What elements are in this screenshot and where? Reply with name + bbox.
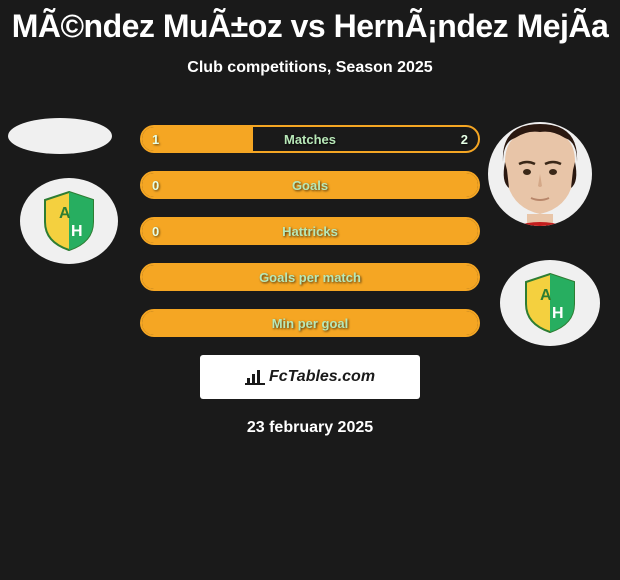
shield-icon: A H xyxy=(522,272,578,334)
shield-icon: A H xyxy=(41,190,97,252)
stat-label: Min per goal xyxy=(142,316,478,331)
club-left-badge: A H xyxy=(20,178,118,264)
stat-bar-hattricks: 0 Hattricks xyxy=(140,217,480,245)
player-right-avatar xyxy=(488,122,592,226)
stat-label: Goals per match xyxy=(142,270,478,285)
player-face-icon xyxy=(495,122,585,226)
page-title: MÃ©ndez MuÃ±oz vs HernÃ¡ndez MejÃ­a xyxy=(0,0,620,45)
stat-label: Goals xyxy=(142,178,478,193)
subtitle: Club competitions, Season 2025 xyxy=(0,59,620,77)
stat-right-value: 2 xyxy=(461,132,468,147)
stat-bar-goals: 0 Goals xyxy=(140,171,480,199)
brand-box[interactable]: FcTables.com xyxy=(200,355,420,399)
stat-bar-matches: 1 Matches 2 xyxy=(140,125,480,153)
stat-label: Matches xyxy=(142,132,478,147)
stat-bar-goals-per-match: Goals per match xyxy=(140,263,480,291)
svg-text:H: H xyxy=(71,223,83,240)
brand-label: FcTables.com xyxy=(269,368,375,386)
stats-container: 1 Matches 2 0 Goals 0 Hattricks Goals pe… xyxy=(140,125,480,337)
svg-text:H: H xyxy=(552,305,564,322)
svg-text:A: A xyxy=(59,205,71,222)
chart-icon xyxy=(245,368,265,386)
stat-bar-min-per-goal: Min per goal xyxy=(140,309,480,337)
club-right-badge: A H xyxy=(500,260,600,346)
player-left-avatar xyxy=(8,118,112,154)
date-label: 23 february 2025 xyxy=(0,419,620,437)
svg-text:A: A xyxy=(540,287,552,304)
stat-label: Hattricks xyxy=(142,224,478,239)
